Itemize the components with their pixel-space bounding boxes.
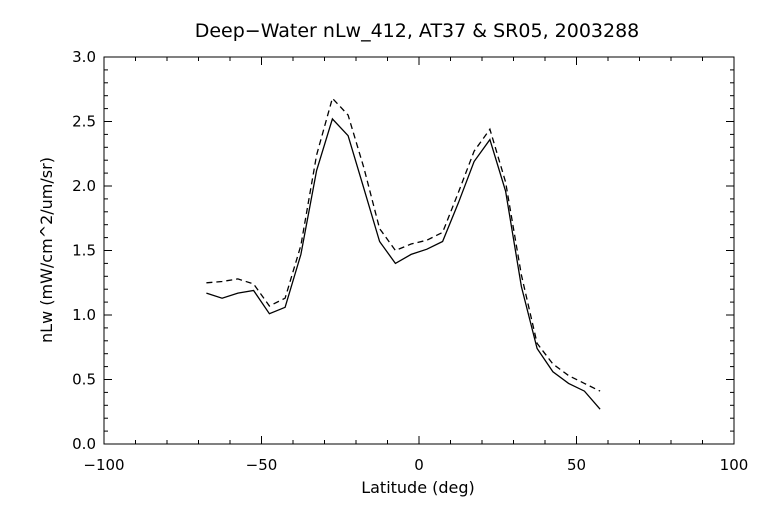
y-tick-label: 1.0 bbox=[72, 306, 96, 324]
plot-frame bbox=[103, 56, 735, 445]
x-tick-label: 100 bbox=[720, 456, 749, 474]
y-tick-label: 0.5 bbox=[72, 371, 96, 389]
y-tick-label: 3.0 bbox=[72, 48, 96, 66]
series-line-solid bbox=[206, 117, 601, 410]
x-tick-label: −50 bbox=[246, 456, 278, 474]
y-axis: 0.0 0.5 1.0 1.5 2.0 2.5 3.0 bbox=[72, 48, 734, 453]
x-tick-label: −100 bbox=[83, 456, 124, 474]
y-tick-label: 0.0 bbox=[72, 435, 96, 453]
y-axis-label: nLw (mW/cm^2/um/sr) bbox=[37, 157, 56, 343]
x-axis-label: Latitude (deg) bbox=[361, 478, 475, 497]
x-tick-label: 0 bbox=[414, 456, 424, 474]
y-tick-label: 2.5 bbox=[72, 113, 96, 131]
y-tick-label: 2.0 bbox=[72, 177, 96, 195]
x-axis: −100 −50 0 50 100 bbox=[83, 57, 748, 474]
series-group bbox=[206, 97, 601, 410]
y-tick-label: 1.5 bbox=[72, 242, 96, 260]
chart-title: Deep−Water nLw_412, AT37 & SR05, 2003288 bbox=[195, 20, 640, 42]
series-line-dashed bbox=[206, 97, 601, 392]
x-tick-label: 50 bbox=[567, 456, 586, 474]
